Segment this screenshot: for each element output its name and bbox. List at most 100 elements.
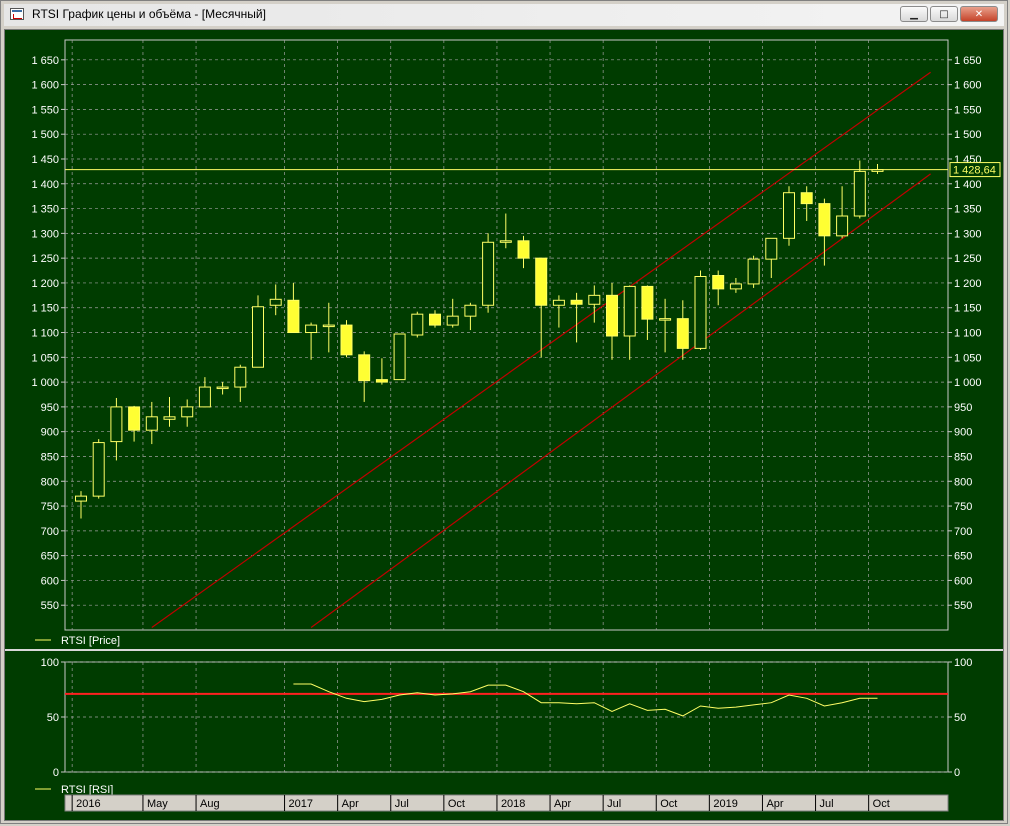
rsi-tick-label: 100 — [954, 657, 972, 669]
candle-body — [517, 240, 530, 259]
time-axis-label: 2016 — [76, 798, 100, 810]
chart-canvas[interactable]: 550 600 650 700 750 800 850 900 950 1 000 1 050 1 1… — [5, 30, 1003, 820]
candle-body — [552, 299, 565, 306]
candle-body — [393, 333, 406, 381]
panel-separator[interactable] — [5, 649, 1003, 651]
candle[interactable] — [535, 257, 548, 358]
candle-body — [729, 283, 742, 290]
candle-body — [765, 237, 778, 260]
price-tick-label: 1 000 — [954, 377, 982, 389]
candle[interactable] — [163, 396, 176, 427]
price-tick-label: 1 500 — [31, 129, 59, 141]
price-tick-label: 600 — [41, 575, 59, 587]
price-tick-label: 550 — [41, 600, 59, 612]
candle[interactable] — [800, 186, 813, 221]
price-tick-label: 1 150 — [31, 303, 59, 315]
candle[interactable] — [871, 163, 884, 174]
price-grid — [65, 40, 948, 630]
candle[interactable] — [783, 186, 795, 246]
candle[interactable] — [818, 198, 831, 266]
candle[interactable] — [110, 397, 123, 461]
candle[interactable] — [464, 302, 477, 331]
rsi-tick-label: 50 — [47, 712, 59, 724]
candle[interactable] — [145, 401, 158, 445]
candle[interactable] — [181, 399, 194, 427]
candle-body — [623, 285, 636, 337]
candle[interactable] — [676, 300, 689, 360]
candle[interactable] — [499, 213, 512, 249]
chart-client-area: 550 600 650 700 750 800 850 900 950 1 000 1 050 1 1… — [4, 29, 1004, 821]
price-tick-label: 850 — [954, 451, 972, 463]
candle-body — [75, 495, 87, 502]
candle[interactable] — [269, 284, 282, 316]
candle[interactable] — [517, 235, 530, 269]
candle[interactable] — [588, 285, 601, 323]
time-axis[interactable]: 2016 May Aug 2017 Apr Jul Oct 2018 Apr Jul Oct 2019… — [64, 794, 949, 812]
rsi-legend-label: RTSI [RSI] — [61, 784, 113, 796]
candle[interactable] — [198, 377, 211, 408]
candle[interactable] — [340, 320, 353, 358]
candle[interactable] — [322, 302, 335, 353]
candle[interactable] — [552, 295, 565, 328]
candle[interactable] — [623, 285, 636, 360]
time-axis-label: Apr — [766, 798, 783, 810]
candle[interactable] — [75, 491, 87, 519]
candle-body — [588, 294, 601, 305]
candle[interactable] — [128, 405, 141, 442]
chart-app-icon[interactable] — [10, 8, 24, 20]
candle[interactable] — [411, 311, 424, 338]
candle[interactable] — [641, 285, 654, 340]
price-tick-label: 700 — [954, 526, 972, 538]
candle[interactable] — [729, 277, 742, 293]
price-tick-label: 650 — [954, 551, 972, 563]
price-tick-label: 800 — [41, 476, 59, 488]
price-tick-label: 1 300 — [954, 228, 982, 240]
minimize-button[interactable]: ▁ — [900, 6, 928, 22]
candle[interactable] — [234, 364, 247, 402]
price-tick-label: 1 650 — [31, 55, 59, 67]
time-axis-label: Jul — [607, 798, 621, 810]
candle[interactable] — [694, 270, 707, 350]
candle[interactable] — [482, 233, 495, 313]
price-tick-label: 1 250 — [954, 253, 982, 265]
candle[interactable] — [287, 282, 300, 334]
candle[interactable] — [570, 292, 583, 343]
candle-body — [181, 406, 194, 418]
candle-body — [606, 294, 618, 337]
candle[interactable] — [712, 270, 725, 306]
candle[interactable] — [393, 333, 406, 381]
candle[interactable] — [659, 298, 672, 353]
rsi-tick-label: 0 — [53, 767, 59, 779]
candle[interactable] — [836, 186, 849, 239]
candle-body — [340, 324, 353, 356]
candlestick-series[interactable] — [75, 160, 884, 519]
price-tick-label: 750 — [954, 501, 972, 513]
candle-body — [570, 299, 583, 305]
candle-body — [499, 240, 512, 243]
candle[interactable] — [747, 255, 760, 288]
price-legend-label: RTSI [Price] — [61, 635, 120, 647]
candle-body — [128, 406, 141, 431]
candle[interactable] — [606, 282, 618, 360]
candle[interactable] — [305, 322, 318, 360]
rsi-tick-label: 0 — [954, 767, 960, 779]
candle[interactable] — [429, 310, 441, 328]
rsi-series[interactable] — [293, 683, 878, 717]
price-tick-label: 950 — [41, 402, 59, 414]
price-tick-label: 1 300 — [31, 228, 59, 240]
time-axis-label: 2019 — [713, 798, 737, 810]
candle[interactable] — [252, 295, 264, 368]
price-tick-label: 1 350 — [31, 204, 59, 216]
candle[interactable] — [358, 351, 371, 402]
candle[interactable] — [765, 237, 778, 278]
candle[interactable] — [92, 439, 105, 499]
maximize-button[interactable]: □ — [930, 6, 958, 22]
title-bar[interactable]: RTSI График цены и объёма - [Месячный] ▁… — [4, 4, 1004, 26]
candle[interactable] — [216, 382, 229, 395]
candle[interactable] — [446, 298, 459, 328]
candle-body — [411, 313, 424, 336]
close-button[interactable]: ✕ — [960, 6, 998, 22]
candle-body — [287, 299, 300, 334]
candle-body — [322, 324, 335, 328]
candle[interactable] — [375, 358, 388, 385]
